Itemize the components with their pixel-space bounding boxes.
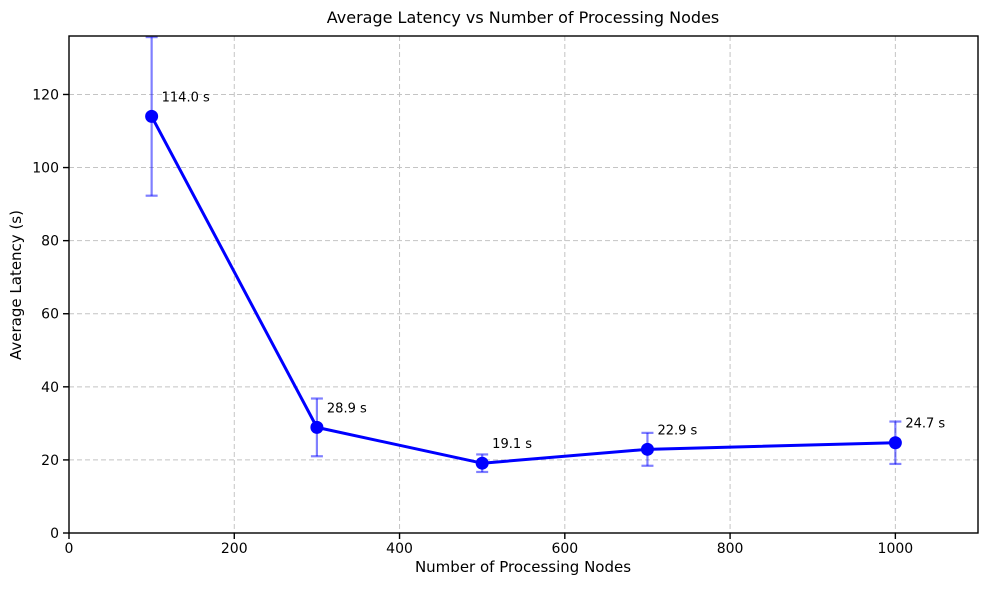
point-annotation: 19.1 s bbox=[492, 437, 532, 452]
y-tick-label: 0 bbox=[50, 526, 59, 542]
y-tick-label: 20 bbox=[41, 453, 59, 469]
data-point bbox=[145, 109, 159, 123]
y-tick-label: 60 bbox=[41, 307, 59, 323]
y-tick-label: 120 bbox=[32, 87, 59, 103]
point-annotation: 22.9 s bbox=[657, 423, 697, 438]
latency-series-line bbox=[150, 115, 896, 465]
chart-title: Average Latency vs Number of Processing … bbox=[327, 8, 720, 27]
x-tick-label: 1000 bbox=[878, 541, 914, 557]
y-tick-label: 100 bbox=[32, 161, 59, 177]
plot-border bbox=[68, 35, 979, 534]
data-point bbox=[475, 456, 489, 470]
x-tick-label: 400 bbox=[386, 541, 413, 557]
x-tick-label: 800 bbox=[717, 541, 744, 557]
x-tick-label: 200 bbox=[221, 541, 248, 557]
y-axis-label: Average Latency (s) bbox=[7, 210, 25, 360]
data-point bbox=[640, 442, 654, 456]
point-annotation: 114.0 s bbox=[162, 90, 210, 105]
x-tick-label: 600 bbox=[551, 541, 578, 557]
y-tick-label: 40 bbox=[41, 380, 59, 396]
data-layer bbox=[145, 35, 902, 474]
x-tick-label: 0 bbox=[65, 541, 74, 557]
data-point bbox=[310, 420, 324, 434]
annotation-layer: 114.0 s 28.9 s 19.1 s 22.9 s 24.7 s bbox=[162, 90, 946, 452]
y-tick-label: 80 bbox=[41, 234, 59, 250]
data-point bbox=[888, 436, 902, 450]
point-annotation: 28.9 s bbox=[327, 401, 367, 416]
axes-layer: 0 200 400 600 800 1000 0 20 40 60 80 100 120 bbox=[32, 35, 979, 557]
point-annotation: 24.7 s bbox=[905, 417, 945, 432]
grid-layer bbox=[69, 36, 978, 533]
x-axis-label: Number of Processing Nodes bbox=[415, 558, 631, 576]
